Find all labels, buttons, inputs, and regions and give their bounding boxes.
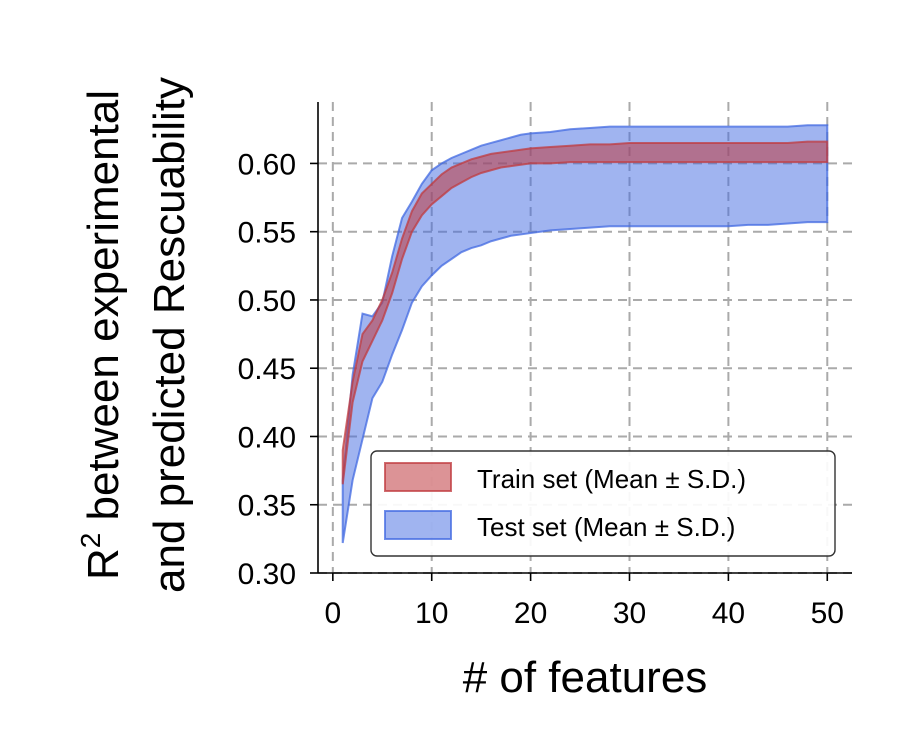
y-axis-title: R2 between experimental and predicted Re…: [75, 77, 194, 593]
legend-swatch-test: [384, 510, 452, 540]
legend: Train set (Mean ± S.D.) Test set (Mean ±…: [370, 450, 836, 557]
y-axis-title-line2: and predicted Rescuability: [145, 77, 194, 593]
x-tick-label-4: 40: [712, 597, 745, 630]
y-axis-title-r: R: [79, 548, 128, 580]
legend-frame: [370, 450, 836, 557]
y-tick-label-1: 0.35: [238, 490, 296, 523]
x-ticks: 0 10 20 30 40 50: [324, 573, 844, 630]
axes: [317, 102, 852, 574]
band-test: [341, 124, 829, 544]
y-tick-label-5: 0.55: [238, 217, 296, 250]
y-axis-title-superscript: 2: [75, 533, 106, 549]
y-tick-label-2: 0.40: [238, 421, 296, 454]
y-tick-label-4: 0.50: [238, 285, 296, 318]
band-train: [341, 140, 829, 485]
y-axis-title-line1: R2 between experimental: [75, 90, 128, 580]
x-tick-label-0: 0: [324, 597, 341, 630]
x-axis-title: # of features: [463, 653, 708, 702]
x-tick-label-2: 20: [514, 597, 547, 630]
y-tick-label-0: 0.30: [238, 558, 296, 591]
y-tick-label-3: 0.45: [238, 353, 296, 386]
x-tick-label-5: 50: [811, 597, 844, 630]
legend-label-train: Train set (Mean ± S.D.): [477, 464, 746, 494]
y-axis-title-rest: between experimental: [79, 90, 128, 533]
x-tick-label-3: 30: [613, 597, 646, 630]
x-tick-label-1: 10: [415, 597, 448, 630]
data-bands: [341, 124, 829, 544]
legend-swatch-train: [384, 462, 452, 492]
legend-label-test: Test set (Mean ± S.D.): [477, 512, 735, 542]
y-tick-label-6: 0.60: [238, 148, 296, 181]
y-ticks: 0.30 0.35 0.40 0.45 0.50 0.55 0.60: [238, 148, 318, 591]
